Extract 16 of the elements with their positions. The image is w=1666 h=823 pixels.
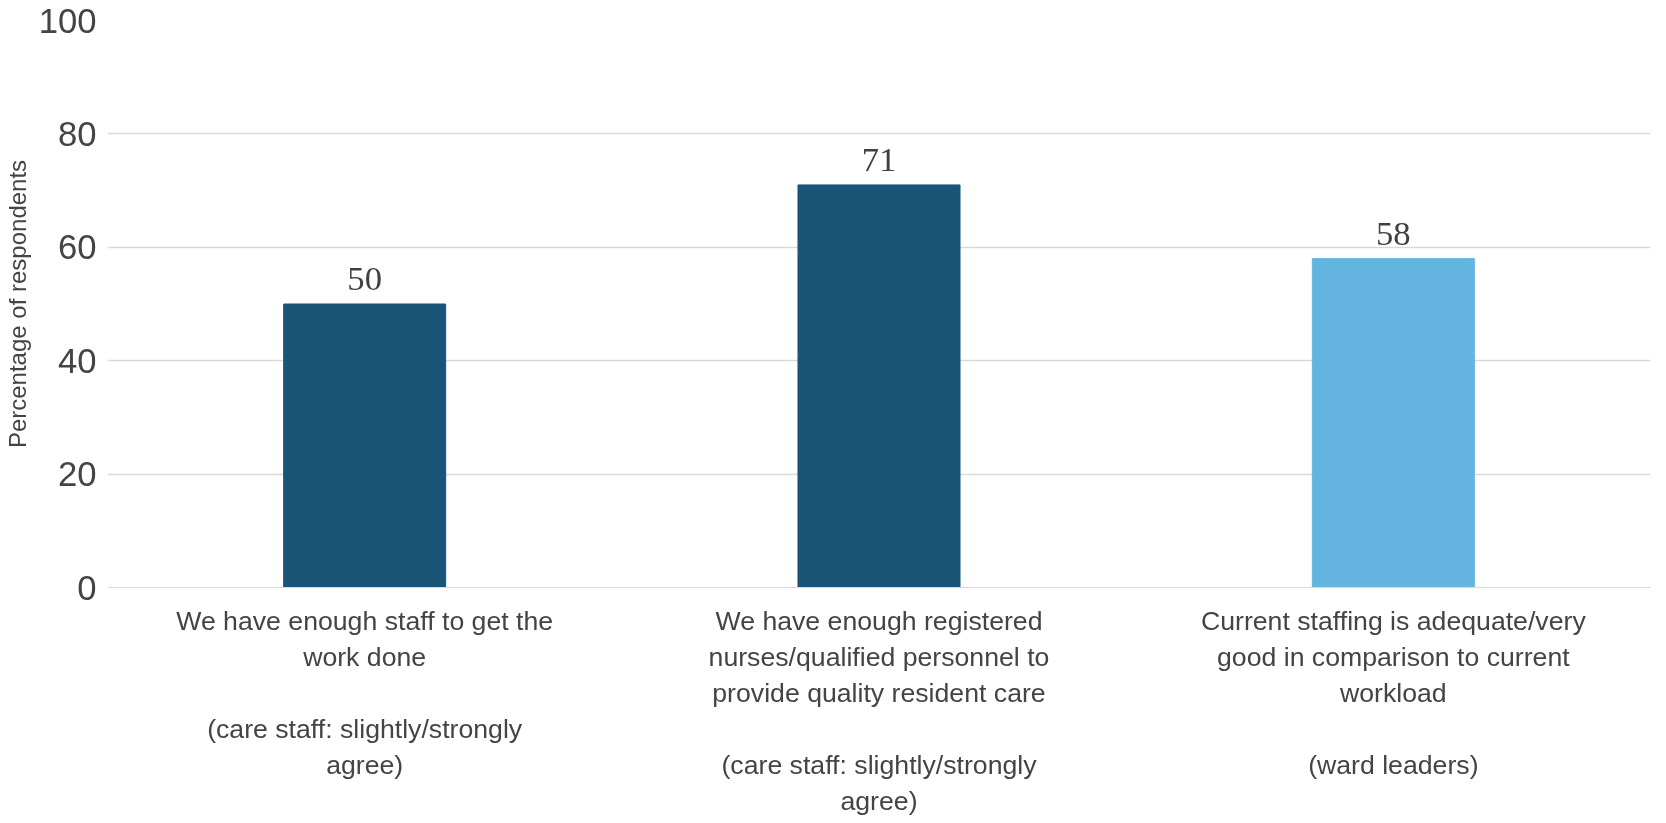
y-tick-label: 60 — [57, 228, 97, 267]
data-label: 58 — [1376, 213, 1411, 252]
bar — [797, 184, 961, 588]
y-tick-label: 20 — [57, 455, 97, 494]
y-tick-label: 0 — [77, 568, 97, 607]
category-label: We have enough staff to get the work done (care staff: slightly/strongly agree) — [176, 605, 554, 780]
y-tick-label: 40 — [57, 341, 97, 380]
data-label: 71 — [861, 139, 897, 178]
y-tick-label: 100 — [38, 1, 97, 40]
y-tick-label: 80 — [57, 114, 97, 153]
category-label: We have enough registered nurses/qualified personnel to provide quality resident care (care staff: slightly/strongly agree) — [708, 605, 1050, 816]
bar — [1311, 258, 1475, 588]
data-label: 50 — [347, 259, 382, 297]
y-axis-title: Percentage of respondents — [3, 159, 31, 449]
bar — [283, 303, 447, 588]
category-label: Current staffing is adequate/very good in comparison to current workload (ward leaders) — [1200, 605, 1586, 780]
